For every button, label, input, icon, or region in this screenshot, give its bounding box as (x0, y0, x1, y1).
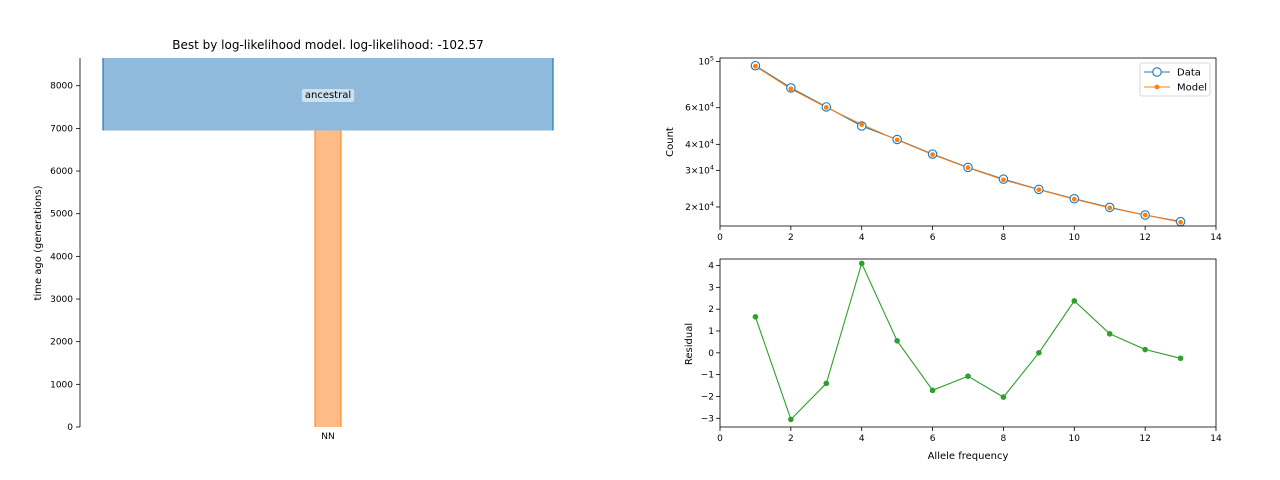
x-tick-label: 8 (1001, 434, 1007, 444)
y-tick-label: 7000 (50, 124, 73, 134)
residual-point (752, 314, 759, 320)
x-tick-label: 2 (788, 434, 794, 444)
y-tick-label: 6000 (50, 167, 73, 177)
residual-point (894, 338, 900, 344)
legend-label: Model (1177, 83, 1207, 94)
y-tick-label: 3×104 (685, 163, 714, 176)
residual-point (1142, 346, 1148, 353)
legend-marker (1154, 84, 1160, 90)
counts-legend: Data Model (1139, 62, 1211, 97)
x-tick-label: 10 (1069, 434, 1081, 444)
demography-y-label: time ago (generations) (33, 185, 44, 300)
model-point (965, 165, 971, 171)
model-point (1071, 196, 1077, 202)
x-tick-label: 6 (930, 434, 936, 444)
y-tick-label: 0 (67, 423, 73, 433)
counts-panel: 0 2 4 6 8 10 12 14 2×104 3×104 4×104 6×104 105 Count… (665, 55, 1222, 243)
residual-y-label: Residual (684, 323, 695, 365)
model-point (788, 86, 794, 92)
residual-point (823, 380, 830, 387)
x-tick-label: 0 (717, 233, 723, 243)
y-tick-label: 1 (708, 327, 714, 337)
residual-point (929, 387, 936, 394)
residual-point (1036, 350, 1042, 356)
counts-frame (719, 57, 1217, 227)
x-tick-label: 4 (859, 233, 865, 243)
model-point (1107, 205, 1113, 211)
x-tick-label: 10 (1069, 233, 1081, 243)
y-tick-label: 3 (708, 283, 714, 293)
x-tick-label-nn: NN (321, 432, 334, 442)
y-tick-label: 5000 (50, 210, 73, 220)
residual-series (752, 260, 1184, 423)
legend-marker (1152, 67, 1162, 77)
residual-point (1000, 394, 1007, 400)
x-tick-label: 6 (930, 233, 936, 243)
y-tick-label: 4×104 (685, 137, 714, 150)
legend-label: Data (1177, 68, 1201, 79)
deme-label-box (301, 89, 355, 102)
y-tick-label: 6×104 (685, 101, 714, 114)
residual-point (858, 260, 865, 267)
y-tick-label: 105 (698, 55, 714, 68)
counts-y-label: Count (665, 127, 676, 157)
residual-point (1177, 355, 1184, 362)
residual-point (788, 416, 794, 423)
x-tick-label: 14 (1210, 434, 1222, 444)
model-point (1036, 187, 1042, 193)
y-tick-label: 4000 (50, 252, 73, 262)
model-point (894, 137, 900, 143)
y-tick-label: 0 (708, 349, 714, 359)
residual-point (1071, 298, 1078, 304)
model-point (753, 63, 758, 69)
x-tick-label: 8 (1001, 233, 1007, 243)
demography-y-axis: 0 1000 2000 3000 4000 5000 6000 7000 8000 NN (50, 58, 335, 442)
x-tick-label: 0 (717, 434, 723, 444)
residual-frame (719, 258, 1217, 428)
y-tick-label: 2000 (50, 338, 73, 348)
model-point (1001, 177, 1006, 183)
demography-panel: Best by log-likelihood model. log-likeli… (33, 38, 554, 442)
x-tick-label: 12 (1139, 233, 1150, 243)
counts-series (750, 60, 1186, 227)
model-point (1142, 212, 1148, 218)
model-point (823, 104, 829, 110)
deme-blocks: ancestral (102, 58, 554, 427)
y-tick-label: −1 (701, 371, 714, 381)
x-tick-label: 2 (788, 233, 794, 243)
series-line-data (755, 65, 1181, 223)
y-tick-label: 8000 (50, 82, 73, 92)
demography-title: Best by log-likelihood model. log-likeli… (172, 38, 483, 52)
y-tick-label: −3 (701, 414, 714, 424)
residual-point (965, 373, 971, 379)
model-point (859, 122, 865, 127)
deme-label-ancestral: ancestral (305, 90, 351, 101)
model-point (1178, 219, 1183, 225)
residual-line (754, 261, 1181, 421)
x-tick-label: 4 (859, 434, 865, 444)
model-point (930, 152, 935, 158)
y-tick-label: 3000 (50, 295, 73, 305)
series-line-model (755, 65, 1181, 223)
y-tick-label: 2×104 (685, 200, 714, 213)
deme-nn (315, 130, 341, 427)
residual-x-label: Allele frequency (928, 451, 1009, 462)
y-tick-label: 4 (708, 262, 714, 272)
x-tick-label: 14 (1210, 233, 1222, 243)
y-tick-label: −2 (701, 392, 714, 402)
y-tick-label: 1000 (50, 380, 73, 390)
y-tick-label: 2 (708, 305, 714, 315)
residual-point (1106, 331, 1113, 337)
x-tick-label: 12 (1139, 434, 1150, 444)
